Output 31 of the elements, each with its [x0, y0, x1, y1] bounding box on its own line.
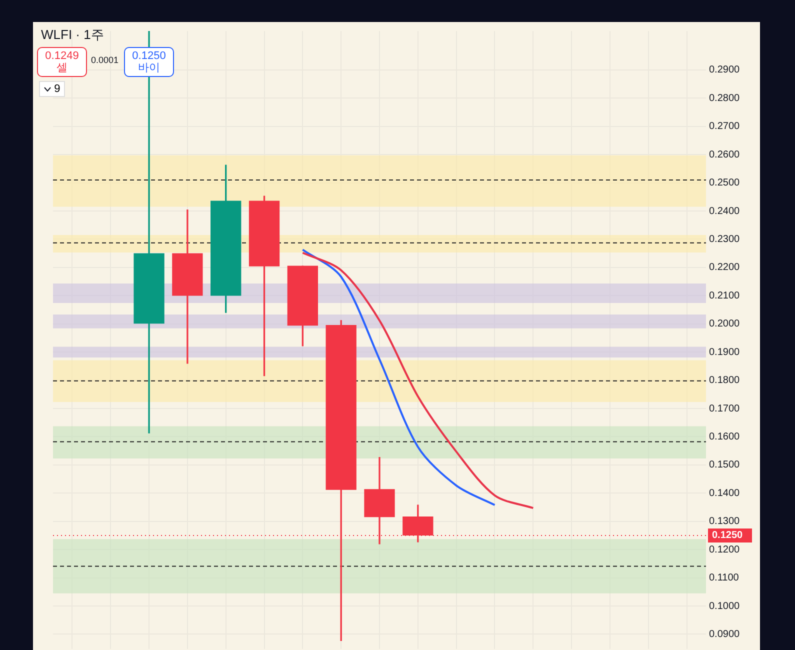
y-tick-label: 0.1500: [709, 460, 740, 471]
y-tick-label: 0.1700: [709, 403, 740, 414]
line-series: [302, 248, 496, 506]
y-tick-label: 0.2500: [709, 178, 740, 189]
y-tick-label: 0.2300: [709, 234, 740, 245]
y-tick-label: 0.1300: [709, 516, 740, 528]
y-tick-label: 0.1600: [709, 431, 740, 442]
annotation: 0.1250: [132, 50, 166, 62]
y-tick-label: 0.2100: [709, 290, 740, 302]
ref-line-label: 0.1250: [712, 530, 744, 542]
annotation: 바이: [138, 62, 160, 74]
annotation: 0.1249: [45, 50, 79, 62]
y-tick-label: 0.1000: [709, 600, 740, 612]
y-tick-label: 0.1200: [709, 544, 740, 556]
y-tick-label: 0.1900: [709, 346, 740, 358]
annotation: 9: [54, 83, 60, 95]
y-tick-label: 0.2400: [709, 206, 740, 217]
line-series: [302, 252, 534, 510]
y-tick-label: 0.1100: [709, 572, 740, 584]
y-tick-label: 0.2800: [709, 92, 740, 104]
annotation: 0.0001: [91, 55, 119, 65]
y-tick-label: 0.1400: [709, 488, 740, 499]
y-tick-label: 0.1800: [709, 375, 740, 386]
y-tick-label: 0.2200: [709, 262, 740, 274]
y-tick-label: 0.2600: [709, 149, 740, 160]
chart-title: WLFI · 1주: [41, 26, 104, 44]
annotation: 셀: [56, 62, 68, 74]
y-tick-label: 0.0900: [709, 628, 740, 640]
y-tick-label: 0.2000: [709, 318, 740, 330]
y-tick-label: 0.2900: [709, 64, 740, 76]
y-tick-label: 0.2700: [709, 121, 740, 132]
